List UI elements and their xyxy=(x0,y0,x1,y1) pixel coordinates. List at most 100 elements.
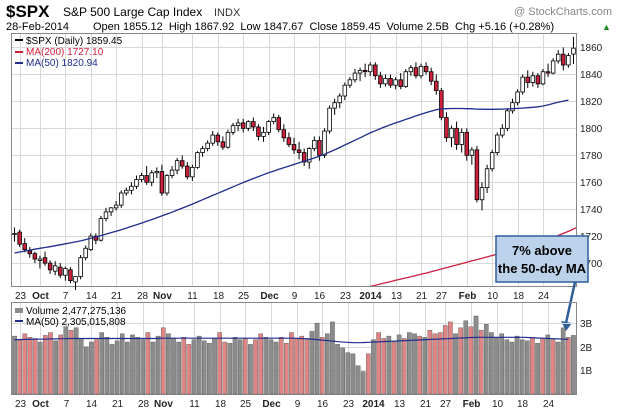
volume-y-axis: 1B 2B 3B xyxy=(580,319,593,377)
candle xyxy=(561,47,566,71)
volume-bar xyxy=(340,347,346,395)
price-x-tick-label: 23 xyxy=(340,291,352,302)
volume-bar xyxy=(360,371,366,395)
candle xyxy=(428,67,434,86)
price-x-axis: 23 Oct 7 14 21 28 Nov 11 18 25 Dec 9 16 23 2014 13 21 27 F… xyxy=(15,291,550,302)
candle xyxy=(271,113,276,125)
volume-bar xyxy=(371,339,376,395)
volume-x-tick-label: 18 xyxy=(215,399,227,410)
candle-body xyxy=(398,79,403,87)
volume-bar xyxy=(530,337,535,395)
candle-body xyxy=(185,165,190,178)
candle xyxy=(134,175,139,189)
price-x-tick-label: 18 xyxy=(513,291,525,302)
candle xyxy=(469,147,475,165)
volume-x-tick-label: Feb xyxy=(463,399,481,410)
volume-bar xyxy=(524,340,530,395)
candle xyxy=(367,62,373,76)
candle xyxy=(98,215,104,242)
volume-bar xyxy=(294,338,299,395)
candle xyxy=(276,114,281,133)
candle xyxy=(27,246,33,258)
candle xyxy=(393,77,398,90)
volume-x-tick-label: 16 xyxy=(317,399,329,410)
volume-bar xyxy=(181,337,187,395)
candle xyxy=(230,122,236,136)
volume-bar xyxy=(155,335,161,395)
legend-volma: MA(50) 2,305,015,808 xyxy=(26,317,126,328)
price-x-tick-label: 21 xyxy=(416,291,428,302)
volume-bar xyxy=(535,342,540,395)
volume-bar xyxy=(550,339,556,395)
volume-bar xyxy=(396,334,402,395)
candle-body xyxy=(474,149,480,201)
candle xyxy=(261,126,266,142)
candle-body xyxy=(403,71,409,87)
volume-bar xyxy=(263,337,269,395)
volume-bar xyxy=(237,339,243,395)
volume-bar xyxy=(391,341,397,395)
candle xyxy=(68,267,73,284)
candle-body xyxy=(246,121,251,129)
price-y-tick-label: 1700 xyxy=(580,259,603,270)
volume-bar xyxy=(325,333,330,395)
candle-body xyxy=(12,233,17,235)
volume-bar xyxy=(43,335,48,395)
candle xyxy=(129,182,134,195)
volume-bar xyxy=(345,352,351,395)
volume-bar xyxy=(289,332,294,395)
candle-body xyxy=(459,131,464,145)
price-y-axis: 1700 1720 1740 1760 1780 1800 1820 1840 1860 xyxy=(580,43,603,270)
volume-bar xyxy=(78,338,84,395)
volume-x-tick-label: 18 xyxy=(517,399,529,410)
candle-body xyxy=(530,75,536,83)
candle-body xyxy=(296,149,302,153)
candle xyxy=(251,117,256,132)
candle xyxy=(205,140,210,152)
candle xyxy=(235,118,241,132)
ma200-line xyxy=(369,227,576,286)
candle-body xyxy=(510,102,515,112)
volume-bar xyxy=(350,353,356,395)
candle xyxy=(408,64,414,76)
candle-body xyxy=(540,71,546,85)
candle xyxy=(296,141,302,160)
volume-bar xyxy=(63,326,69,395)
candle-body xyxy=(235,122,241,127)
volume-x-tick-label: 21 xyxy=(112,399,124,410)
legend-swatch-volume xyxy=(15,308,23,313)
candle-body xyxy=(342,84,348,97)
candle-body xyxy=(159,171,165,194)
candle xyxy=(174,157,180,175)
candle-body xyxy=(169,169,175,176)
candle-body xyxy=(413,67,419,77)
candle-body xyxy=(520,76,525,93)
volume-bar xyxy=(284,342,289,395)
candle xyxy=(159,164,165,196)
legend-swatch-volma xyxy=(15,320,23,322)
candle xyxy=(418,63,424,79)
candle-body xyxy=(454,127,459,145)
candle xyxy=(545,63,551,78)
candle xyxy=(388,74,393,88)
candle xyxy=(63,266,68,281)
volume-bar xyxy=(504,339,510,395)
candle xyxy=(535,73,541,88)
candle xyxy=(413,62,419,79)
candle xyxy=(530,71,536,87)
candle xyxy=(423,62,429,75)
candle-body xyxy=(266,121,271,133)
volume-x-tick-label: 10 xyxy=(492,399,504,410)
volume-bar xyxy=(278,337,284,395)
candle-body xyxy=(47,262,53,271)
price-y-tick-label: 1820 xyxy=(580,97,603,108)
volume-bar xyxy=(253,339,258,395)
volume-bar xyxy=(104,337,110,395)
candle xyxy=(434,74,439,95)
volume-bar xyxy=(201,340,207,395)
volume-legend: Volume 2,477,275,136 MA(50) 2,305,015,80… xyxy=(15,306,127,328)
candle-body xyxy=(164,175,170,194)
candle xyxy=(489,149,495,172)
candle-body xyxy=(566,55,571,66)
